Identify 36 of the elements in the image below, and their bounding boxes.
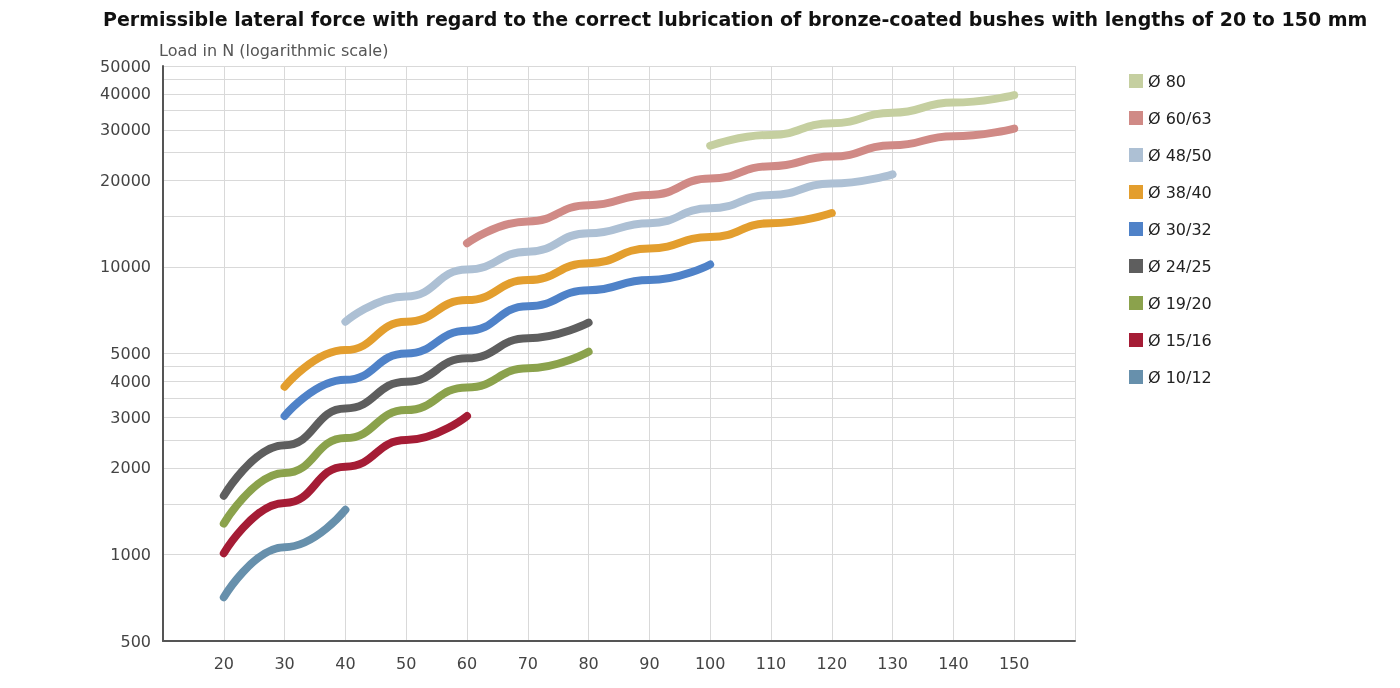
y-tick-label: 500 bbox=[120, 631, 151, 651]
x-tick-label: 40 bbox=[335, 653, 356, 673]
x-tick-label: 20 bbox=[213, 653, 234, 673]
x-tick-label: 60 bbox=[456, 653, 478, 673]
y-tick-label: 1000 bbox=[110, 544, 151, 564]
x-tick-label: 150 bbox=[998, 653, 1030, 673]
legend-label: Ø 15/16 bbox=[1148, 330, 1212, 350]
y-tick-label: 40000 bbox=[100, 84, 151, 104]
legend-label: Ø 48/50 bbox=[1148, 145, 1212, 165]
y-tick-label: 5000 bbox=[110, 344, 151, 363]
legend-label: Ø 10/12 bbox=[1148, 367, 1212, 387]
x-tick-label: 90 bbox=[639, 653, 660, 673]
y-tick-label: 3000 bbox=[110, 407, 151, 427]
legend-label: Ø 24/25 bbox=[1148, 256, 1212, 276]
legend-label: Ø 60/63 bbox=[1148, 108, 1212, 128]
chart-title: Permissible lateral force with regard to the correct lubrication of bronze-coated bushes with lengths of 20 to 150 mm bbox=[103, 7, 1368, 30]
x-tick-label: 50 bbox=[396, 653, 417, 673]
y-tick-label: 4000 bbox=[110, 371, 151, 391]
legend-label: Ø 80 bbox=[1148, 71, 1187, 91]
x-tick-label: 70 bbox=[517, 653, 538, 673]
x-tick-label: 140 bbox=[938, 653, 969, 673]
y-axis-title: Load in N (logarithmic scale) bbox=[159, 40, 389, 60]
y-tick-label: 2000 bbox=[110, 458, 151, 478]
x-tick-label: 120 bbox=[816, 653, 848, 673]
legend-label: Ø 19/20 bbox=[1148, 293, 1212, 313]
x-tick-label: 100 bbox=[694, 653, 726, 673]
x-tick-label: 30 bbox=[274, 653, 295, 673]
y-tick-label: 10000 bbox=[100, 257, 151, 277]
y-tick-label: 20000 bbox=[100, 170, 151, 190]
y-tick-label: 50000 bbox=[100, 56, 151, 76]
legend-label: Ø 30/32 bbox=[1148, 219, 1212, 239]
x-tick-label: 110 bbox=[755, 653, 787, 673]
legend-label: Ø 38/40 bbox=[1148, 182, 1212, 202]
x-tick-label: 80 bbox=[578, 653, 599, 673]
y-tick-label: 30000 bbox=[100, 120, 151, 140]
x-tick-label: 130 bbox=[877, 653, 908, 673]
